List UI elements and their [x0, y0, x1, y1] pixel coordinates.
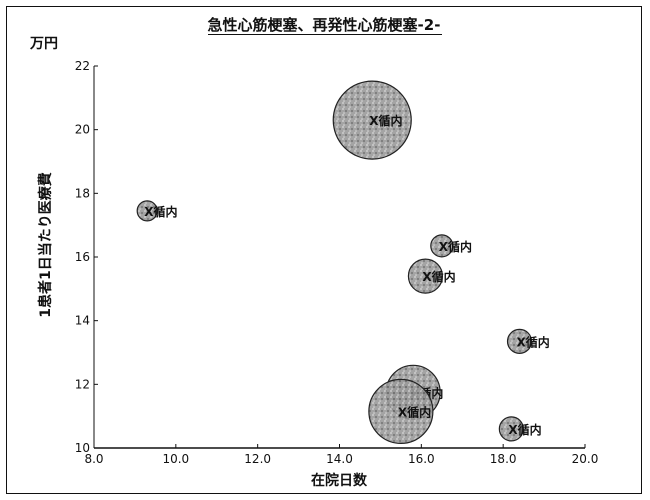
y-axis-label: 1患者1日当たり医療費 [37, 172, 54, 317]
x-tick-label: 16.0 [408, 452, 435, 466]
bubble [368, 378, 434, 444]
bubble [136, 200, 158, 222]
x-tick-label: 10.0 [162, 452, 189, 466]
x-axis-label: 在院日数 [311, 472, 368, 489]
bubble [506, 328, 533, 354]
bubble [332, 80, 412, 160]
bubble-label: X循内 [144, 204, 177, 219]
y-tick-label: 12 [75, 377, 90, 391]
bubble [407, 258, 444, 294]
chart-frame [6, 6, 642, 494]
bubble [430, 234, 454, 258]
y-tick-label: 10 [75, 441, 90, 455]
y-tick-label: 18 [75, 186, 90, 200]
x-tick-label: 14.0 [326, 452, 353, 466]
y-tick-label: 16 [75, 250, 90, 264]
bubble-label: X循内 [398, 404, 431, 419]
y-tick-label: 22 [75, 59, 90, 73]
y-unit-label: 万円 [30, 36, 58, 52]
chart-title: 急性心筋梗塞、再発性心筋梗塞-2- [207, 16, 443, 35]
y-tick-label: 14 [75, 314, 90, 328]
bubble-label: X循内 [439, 239, 472, 254]
bubble-label: X循内 [517, 334, 550, 349]
bubble-label: X循内 [508, 422, 541, 437]
x-tick-label: 8.0 [84, 452, 103, 466]
bubble-label: X循内 [369, 113, 402, 128]
bubble-label: X循内 [422, 269, 455, 284]
plot-area: 8.0 10.0 12.0 14.0 16.0 18.0 20.0 10 12 14 16 18 20 2… [75, 59, 599, 466]
x-tick-label: 12.0 [244, 452, 271, 466]
y-tick-label: 20 [75, 123, 90, 137]
x-tick-label: 20.0 [572, 452, 599, 466]
bubble [498, 416, 524, 442]
x-tick-label: 18.0 [490, 452, 517, 466]
